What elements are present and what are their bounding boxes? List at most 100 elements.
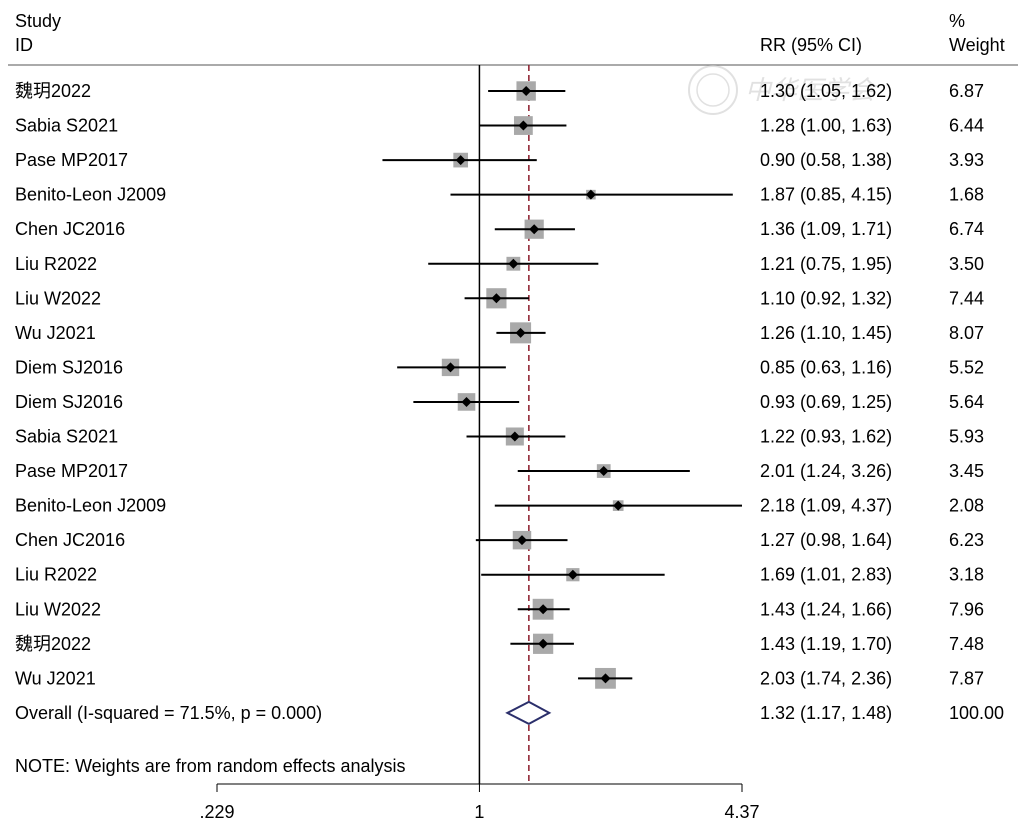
study-row: Sabia S2021 1.22 (0.93, 1.62) 5.93 [15, 427, 984, 447]
study-weight: 3.45 [949, 461, 984, 481]
point-estimate [613, 500, 624, 511]
study-ci-text: 0.85 (0.63, 1.16) [760, 357, 892, 377]
study-ci-text: 2.03 (1.74, 2.36) [760, 668, 892, 688]
study-ci-text: 0.93 (0.69, 1.25) [760, 392, 892, 412]
study-row: Chen JC2016 1.36 (1.09, 1.71) 6.74 [15, 219, 984, 239]
study-weight: 6.87 [949, 81, 984, 101]
study-ci-text: 1.87 (0.85, 4.15) [760, 185, 892, 205]
watermark: 中华医学会 [688, 65, 878, 115]
header-id: ID [15, 35, 33, 55]
study-ci-text: 1.10 (0.92, 1.32) [760, 288, 892, 308]
study-row: Pase MP2017 2.01 (1.24, 3.26) 3.45 [15, 461, 984, 481]
study-row: Wu J2021 2.03 (1.74, 2.36) 7.87 [15, 667, 984, 689]
study-row: Chen JC2016 1.27 (0.98, 1.64) 6.23 [15, 530, 984, 550]
study-weight: 7.48 [949, 634, 984, 654]
study-label: Benito-Leon J2009 [15, 496, 166, 516]
study-label: Chen JC2016 [15, 530, 125, 550]
study-weight: 7.87 [949, 668, 984, 688]
study-weight: 5.64 [949, 392, 984, 412]
study-weight: 3.50 [949, 254, 984, 274]
point-estimate [529, 224, 540, 235]
study-label: Benito-Leon J2009 [15, 185, 166, 205]
overall-ci: 1.32 (1.17, 1.48) [760, 703, 892, 723]
study-row: Liu W2022 1.43 (1.24, 1.66) 7.96 [15, 598, 984, 620]
study-ci-text: 1.27 (0.98, 1.64) [760, 530, 892, 550]
point-estimate [508, 258, 519, 269]
study-weight: 6.23 [949, 530, 984, 550]
study-weight: 5.52 [949, 357, 984, 377]
study-row: 魏玥2022 1.43 (1.19, 1.70) 7.48 [15, 633, 984, 654]
study-weight: 7.96 [949, 599, 984, 619]
study-ci-text: 2.01 (1.24, 3.26) [760, 461, 892, 481]
point-estimate [538, 604, 549, 615]
point-estimate [598, 466, 609, 477]
study-ci-text: 1.43 (1.24, 1.66) [760, 599, 892, 619]
overall-label: Overall (I-squared = 71.5%, p = 0.000) [15, 703, 322, 723]
study-row: Benito-Leon J2009 2.18 (1.09, 4.37) 2.08 [15, 496, 984, 516]
study-label: Diem SJ2016 [15, 392, 123, 412]
study-label: Chen JC2016 [15, 219, 125, 239]
study-label: 魏玥2022 [15, 81, 91, 101]
study-weight: 3.93 [949, 150, 984, 170]
study-label: Wu J2021 [15, 668, 96, 688]
study-row: Diem SJ2016 0.85 (0.63, 1.16) 5.52 [15, 357, 984, 377]
study-label: Wu J2021 [15, 323, 96, 343]
study-weight: 7.44 [949, 288, 984, 308]
study-weight: 2.08 [949, 496, 984, 516]
study-ci-text: 1.69 (1.01, 2.83) [760, 565, 892, 585]
point-estimate [518, 120, 529, 131]
study-row: Liu W2022 1.10 (0.92, 1.32) 7.44 [15, 288, 984, 309]
study-row: Liu R2022 1.21 (0.75, 1.95) 3.50 [15, 254, 984, 274]
study-ci-text: 1.30 (1.05, 1.62) [760, 81, 892, 101]
study-ci-text: 0.90 (0.58, 1.38) [760, 150, 892, 170]
study-ci-text: 1.36 (1.09, 1.71) [760, 219, 892, 239]
note-text: NOTE: Weights are from random effects an… [15, 756, 405, 776]
point-estimate [600, 673, 611, 684]
study-label: Sabia S2021 [15, 116, 118, 136]
study-label: Pase MP2017 [15, 461, 128, 481]
point-estimate [509, 431, 520, 442]
point-estimate [445, 362, 456, 373]
study-ci-text: 1.26 (1.10, 1.45) [760, 323, 892, 343]
study-label: Liu R2022 [15, 254, 97, 274]
study-weight: 6.74 [949, 219, 984, 239]
x-tick-label: 4.37 [724, 802, 759, 822]
header-weight: Weight [949, 35, 1005, 55]
study-label: Liu R2022 [15, 565, 97, 585]
header-weight-pct: % [949, 11, 965, 31]
point-estimate [521, 86, 532, 96]
study-ci-text: 2.18 (1.09, 4.37) [760, 496, 892, 516]
watermark-seal-icon [688, 65, 738, 115]
point-estimate [516, 535, 527, 546]
header-effect: RR (95% CI) [760, 35, 862, 55]
x-tick-label: .229 [199, 802, 234, 822]
point-estimate [491, 293, 502, 304]
point-estimate [585, 189, 596, 200]
study-label: Sabia S2021 [15, 427, 118, 447]
study-row: Wu J2021 1.26 (1.10, 1.45) 8.07 [15, 322, 984, 344]
study-weight: 5.93 [949, 427, 984, 447]
study-row: Liu R2022 1.69 (1.01, 2.83) 3.18 [15, 565, 984, 585]
study-ci-text: 1.28 (1.00, 1.63) [760, 116, 892, 136]
study-ci-text: 1.43 (1.19, 1.70) [760, 634, 892, 654]
x-tick-label: 1 [474, 802, 484, 822]
header-study: Study [15, 11, 61, 31]
study-row: 魏玥2022 1.30 (1.05, 1.62) 6.87 [15, 81, 984, 101]
x-axis-ticks: .229 1 4.37 [199, 784, 760, 822]
study-row: Sabia S2021 1.28 (1.00, 1.63) 6.44 [15, 116, 984, 136]
study-label: Liu W2022 [15, 288, 101, 308]
study-weight: 1.68 [949, 185, 984, 205]
point-estimate [567, 569, 578, 580]
study-weight: 8.07 [949, 323, 984, 343]
overall-diamond [505, 700, 552, 726]
study-weight: 3.18 [949, 565, 984, 585]
study-ci-text: 1.22 (0.93, 1.62) [760, 427, 892, 447]
study-label: 魏玥2022 [15, 634, 91, 654]
watermark-text: 中华医学会 [745, 75, 878, 105]
point-estimate [461, 396, 472, 407]
overall-weight: 100.00 [949, 703, 1004, 723]
study-row: Pase MP2017 0.90 (0.58, 1.38) 3.93 [15, 150, 984, 170]
study-label: Pase MP2017 [15, 150, 128, 170]
study-label: Diem SJ2016 [15, 357, 123, 377]
